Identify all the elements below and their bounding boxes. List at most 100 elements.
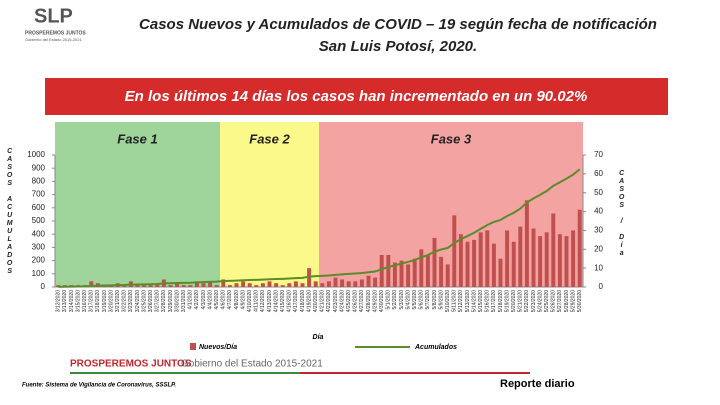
footer-government: Gobierno del Estado 2015-2021 bbox=[181, 359, 323, 370]
x-tick-label: 3/29/2020 bbox=[168, 290, 174, 312]
x-tick-label: 3/17/2020 bbox=[89, 290, 95, 312]
bar bbox=[577, 209, 582, 287]
x-tick-label: 5/20/2020 bbox=[511, 290, 517, 312]
bar bbox=[227, 285, 232, 287]
bar bbox=[247, 283, 252, 287]
bar bbox=[300, 283, 305, 287]
bar bbox=[181, 285, 186, 287]
x-tick-label: 3/14/2020 bbox=[69, 290, 75, 312]
y-tick-label: 300 bbox=[32, 243, 46, 252]
x-tick-label: 3/25/2020 bbox=[141, 290, 147, 312]
bar bbox=[287, 283, 292, 287]
bar bbox=[557, 234, 562, 287]
bar bbox=[293, 281, 298, 287]
bar bbox=[524, 200, 529, 287]
bar bbox=[267, 281, 272, 287]
x-tick-label: 4/30/2020 bbox=[379, 290, 385, 312]
x-tick-label: 4/13/2020 bbox=[267, 290, 273, 312]
x-tick-label: 3/13/2020 bbox=[62, 290, 68, 312]
x-tick-label: 5/25/2020 bbox=[544, 290, 550, 312]
bar bbox=[452, 215, 457, 287]
x-tick-label: 4/12/2020 bbox=[260, 290, 266, 312]
x-tick-label: 5/19/2020 bbox=[504, 290, 510, 312]
legend-swatch bbox=[190, 343, 196, 350]
x-tick-label: 5/29/2020 bbox=[570, 290, 576, 312]
bar bbox=[260, 283, 265, 287]
phase-label: Fase 1 bbox=[117, 131, 157, 146]
x-tick-label: 5/1/2020 bbox=[386, 290, 392, 310]
bar bbox=[135, 285, 140, 287]
x-tick-label: 5/27/2020 bbox=[557, 290, 563, 312]
x-tick-label: 3/15/2020 bbox=[75, 290, 81, 312]
y2-tick-label: 60 bbox=[594, 169, 603, 178]
x-tick-label: 3/27/2020 bbox=[155, 290, 161, 312]
x-tick-label: 4/21/2020 bbox=[320, 290, 326, 312]
x-tick-label: 5/3/2020 bbox=[399, 290, 405, 310]
x-tick-label: 3/21/2020 bbox=[115, 290, 121, 312]
x-tick-label: 4/24/2020 bbox=[339, 290, 345, 312]
bar bbox=[458, 234, 463, 287]
x-tick-label: 3/28/2020 bbox=[161, 290, 167, 312]
x-tick-label: 4/5/2020 bbox=[214, 290, 220, 310]
bar bbox=[445, 264, 450, 287]
y-tick-label: 900 bbox=[32, 163, 46, 172]
x-tick-label: 4/20/2020 bbox=[313, 290, 319, 312]
bar bbox=[366, 275, 371, 287]
bar bbox=[201, 283, 206, 287]
bar bbox=[439, 256, 444, 287]
bar bbox=[353, 281, 358, 287]
x-tick-label: 5/11/2020 bbox=[452, 290, 458, 312]
y2-tick-label: 20 bbox=[594, 244, 603, 253]
logo: SLP bbox=[34, 5, 73, 27]
footer-stripe bbox=[70, 372, 300, 374]
line bbox=[58, 168, 581, 288]
x-tick-label: 3/23/2020 bbox=[128, 290, 134, 312]
y2-tick-label: 30 bbox=[594, 226, 603, 235]
x-tick-label: 4/7/2020 bbox=[227, 290, 233, 310]
banner: En los últimos 14 días los casos han inc… bbox=[125, 88, 588, 105]
x-tick-label: 4/4/2020 bbox=[207, 290, 213, 310]
y2-tick-label: 10 bbox=[594, 263, 603, 272]
x-tick-label: 5/16/2020 bbox=[485, 290, 491, 312]
x-tick-label: 4/10/2020 bbox=[247, 290, 253, 312]
x-tick-label: 5/14/2020 bbox=[471, 290, 477, 312]
bar bbox=[392, 262, 397, 287]
bar bbox=[241, 281, 246, 287]
y-tick-label: 800 bbox=[32, 177, 46, 186]
y2-tick-label: 40 bbox=[594, 207, 603, 216]
x-tick-label: 4/9/2020 bbox=[240, 290, 246, 310]
x-tick-label: 4/17/2020 bbox=[293, 290, 299, 312]
y-tick-label: 1000 bbox=[27, 150, 45, 159]
bar bbox=[89, 281, 94, 287]
footer-stripe bbox=[300, 372, 530, 374]
bar bbox=[406, 264, 411, 287]
logo-tagline: PROSPEREMOS JUNTOS bbox=[25, 30, 86, 36]
x-tick-label: 5/8/2020 bbox=[432, 290, 438, 310]
y2-tick-label: 70 bbox=[594, 150, 603, 159]
report-label: Reporte diario bbox=[500, 378, 575, 390]
bar bbox=[340, 279, 345, 287]
x-tick-label: 5/2/2020 bbox=[392, 290, 398, 310]
bar bbox=[485, 230, 490, 287]
x-tick-label: 5/13/2020 bbox=[465, 290, 471, 312]
bar bbox=[155, 283, 160, 287]
y-tick-label: 600 bbox=[32, 203, 46, 212]
bar bbox=[194, 281, 199, 287]
x-tick-label: 4/19/2020 bbox=[306, 290, 312, 312]
bar bbox=[175, 283, 180, 287]
x-tick-label: 4/8/2020 bbox=[234, 290, 240, 310]
x-tick-label: 5/26/2020 bbox=[551, 290, 557, 312]
bar bbox=[425, 254, 430, 287]
x-tick-label: 4/14/2020 bbox=[273, 290, 279, 312]
x-tick-label: 4/25/2020 bbox=[346, 290, 352, 312]
x-tick-label: 5/5/2020 bbox=[412, 290, 418, 310]
x-tick-label: 5/17/2020 bbox=[491, 290, 497, 312]
logo-sub: Gobierno del Estado 2015-2021 bbox=[25, 37, 82, 42]
x-tick-label: 4/27/2020 bbox=[359, 290, 365, 312]
y-tick-label: 400 bbox=[32, 229, 46, 238]
x-tick-label: 5/24/2020 bbox=[537, 290, 543, 312]
y-tick-label: 700 bbox=[32, 190, 46, 199]
x-tick-label: 5/21/2020 bbox=[518, 290, 524, 312]
x-tick-label: 5/6/2020 bbox=[419, 290, 425, 310]
